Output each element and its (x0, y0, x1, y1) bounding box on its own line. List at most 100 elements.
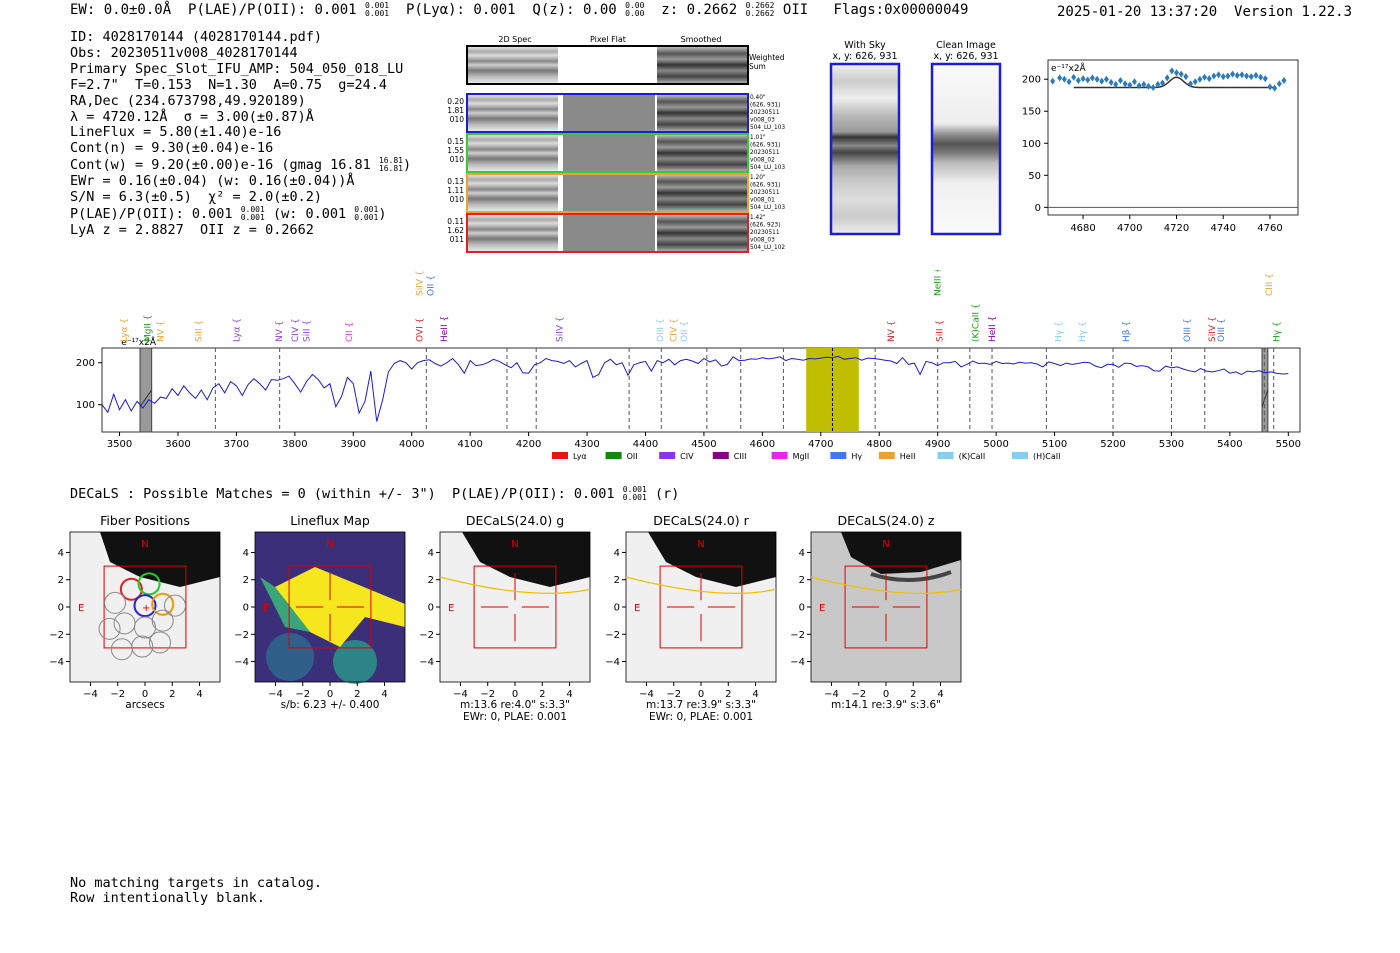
panel-xtick-label: 2 (169, 689, 175, 700)
legend-label: MgII (793, 452, 810, 461)
spectrum-mask-hatch (139, 389, 153, 408)
zoom-data-point (1174, 69, 1180, 77)
cutout-row-stat: 1.81 (447, 106, 464, 115)
cutout-row-meta: 504_LU_103 (750, 205, 785, 211)
zoom-data-point (1244, 72, 1250, 80)
weighted-sum-flat (558, 46, 657, 84)
zoom-data-point (1276, 80, 1282, 88)
cutout-smoothed (657, 134, 747, 172)
panel-ytick-label: 0 (243, 603, 249, 614)
panel-xtick-label: −2 (851, 689, 866, 700)
panel-xtick-label: 4 (196, 689, 202, 700)
cutout-row-meta: v008_03 (750, 118, 775, 124)
spectrum-line-label-text: Hβ { (1122, 321, 1132, 342)
info-radec: RA,Dec (234.673798,49.920189) (70, 92, 306, 109)
spectrum-line-label-text: HeII { (988, 316, 998, 342)
cutout-row-frame (466, 173, 749, 213)
panel-caption: m:14.1 re:3.9" s:3.6" (831, 699, 941, 711)
cutout-row-meta: v008_01 (750, 198, 775, 204)
cutout-row-meta: 20230511 (750, 190, 780, 196)
zoom-data-point (1183, 73, 1189, 81)
legend-swatch (551, 452, 568, 459)
fiber-circle (119, 577, 143, 601)
lineflux-edge (260, 577, 310, 632)
fiber-circle (151, 609, 174, 632)
spectrum-xtick-label: 4200 (516, 439, 541, 450)
sky-cutouts: With Sky x, y: 626, 931 Clean Image x, y… (829, 40, 1002, 236)
clean-image (930, 62, 1002, 236)
spectrum-xtick-label: 3900 (341, 439, 366, 450)
spectrum-xtick-label: 5300 (1159, 439, 1184, 450)
zoom-ytick-label: 50 (1028, 171, 1041, 182)
panel-ytick-label: −2 (605, 630, 620, 641)
spectrum-line-label: Lyα { (120, 318, 130, 342)
zoom-data-point (1094, 75, 1100, 83)
cutout-row-meta: 20230511 (750, 230, 780, 236)
info-primary-spec: Primary Spec_Slot_IFU_AMP: 504_050_018_L… (70, 60, 404, 77)
fiber-circle (149, 631, 171, 654)
legend-swatch (659, 452, 676, 459)
cutout-2dspec (468, 94, 558, 132)
ellipse-fit (439, 576, 591, 594)
ellipse-fit (625, 576, 777, 594)
info-gmag-err-down: 16.81 (378, 164, 403, 174)
header-timestamp: 2025-01-20 13:37:20 Version 1.22.3 (1057, 4, 1352, 20)
spectrum-xtick-label: 4800 (867, 439, 892, 450)
cutout-row-meta: 20230511 (750, 110, 780, 116)
cutout-pixelflat (563, 94, 655, 132)
panel-ytick-label: −4 (49, 657, 64, 668)
spectrum-line-label-text: SiII { (935, 320, 945, 342)
spectrum-line-label-text: Hγ { (1078, 321, 1088, 342)
spectrum-line-label: CIII { (1265, 273, 1275, 296)
zoom-data-point (1178, 70, 1184, 78)
fiber-circle (98, 617, 121, 640)
panel-xtick-label: −4 (639, 689, 654, 700)
header-ew: EW: 0.0±0.0Å (70, 2, 172, 18)
spectrum-xtick-label: 5000 (983, 439, 1008, 450)
with-sky-image (829, 62, 901, 236)
spectrum-line-label-text: SiIV { (1208, 316, 1218, 342)
spectrum-line-label-text: SiIV { (415, 270, 425, 296)
panel-ytick-label: 4 (614, 548, 620, 559)
detection-info: ID: 4028170144 (4028170144.pdf) Obs: 202… (70, 29, 411, 239)
zoom-data-point (1108, 78, 1114, 86)
zoom-unit-label: e⁻¹⁷x2Å (1051, 62, 1087, 74)
spectrum-masked-region (1261, 347, 1269, 433)
spectrum-line-label: CIV { (670, 318, 680, 342)
cutout-row-meta: 1.20" (750, 175, 766, 181)
spectrum-line-label-text: OIII { (656, 318, 666, 342)
info-plae-err-down: 0.001 (240, 212, 265, 222)
spectrum-xtick-label: 4500 (691, 439, 716, 450)
clean-image-coords: x, y: 626, 931 (933, 51, 998, 62)
spectrum-line-label-text: CIV { (291, 318, 301, 342)
panel-ytick-label: 2 (428, 575, 434, 586)
legend-label: Lyα (573, 452, 587, 461)
weighted-sum-2dspec (468, 46, 558, 84)
decals-z-halo (870, 570, 952, 582)
zoom-data-point (1239, 71, 1245, 79)
full-spectrum-chart: 100 200 3500 3600 3700 3800 3900 4000 4100 4200 43… (76, 270, 1301, 461)
panel-ytick-label: −2 (790, 630, 805, 641)
cutout-smoothed (657, 174, 747, 212)
panel-ytick-label: −4 (605, 657, 620, 668)
cutout-2dspec (468, 174, 558, 212)
spectrum-line-label: SiII { (935, 320, 945, 342)
panel-ytick-label: 2 (58, 575, 64, 586)
spectrum-line-label-text: Lyα { (232, 318, 242, 342)
panel-title: DECaLS(24.0) g (466, 513, 564, 528)
panel-ytick-label: 0 (614, 603, 620, 614)
cutout-row-meta: 20230511 (750, 150, 780, 156)
spectrum-line-label: NV { (887, 321, 897, 342)
panel-caption: arcsecs (125, 699, 164, 711)
spectrum-line-label: NeIII { (934, 270, 944, 296)
panel-ytick-label: −2 (234, 630, 249, 641)
cutout-row-meta: v008_03 (750, 238, 775, 244)
cutout-row-stat: 0.15 (447, 137, 464, 146)
zoom-data-point (1192, 78, 1198, 86)
imaging-panels: Fiber Positions + N E −4 −4 −2 −2 0 0 2 2 4 4 arcsecs L… (49, 513, 962, 723)
east-label: E (819, 603, 825, 614)
